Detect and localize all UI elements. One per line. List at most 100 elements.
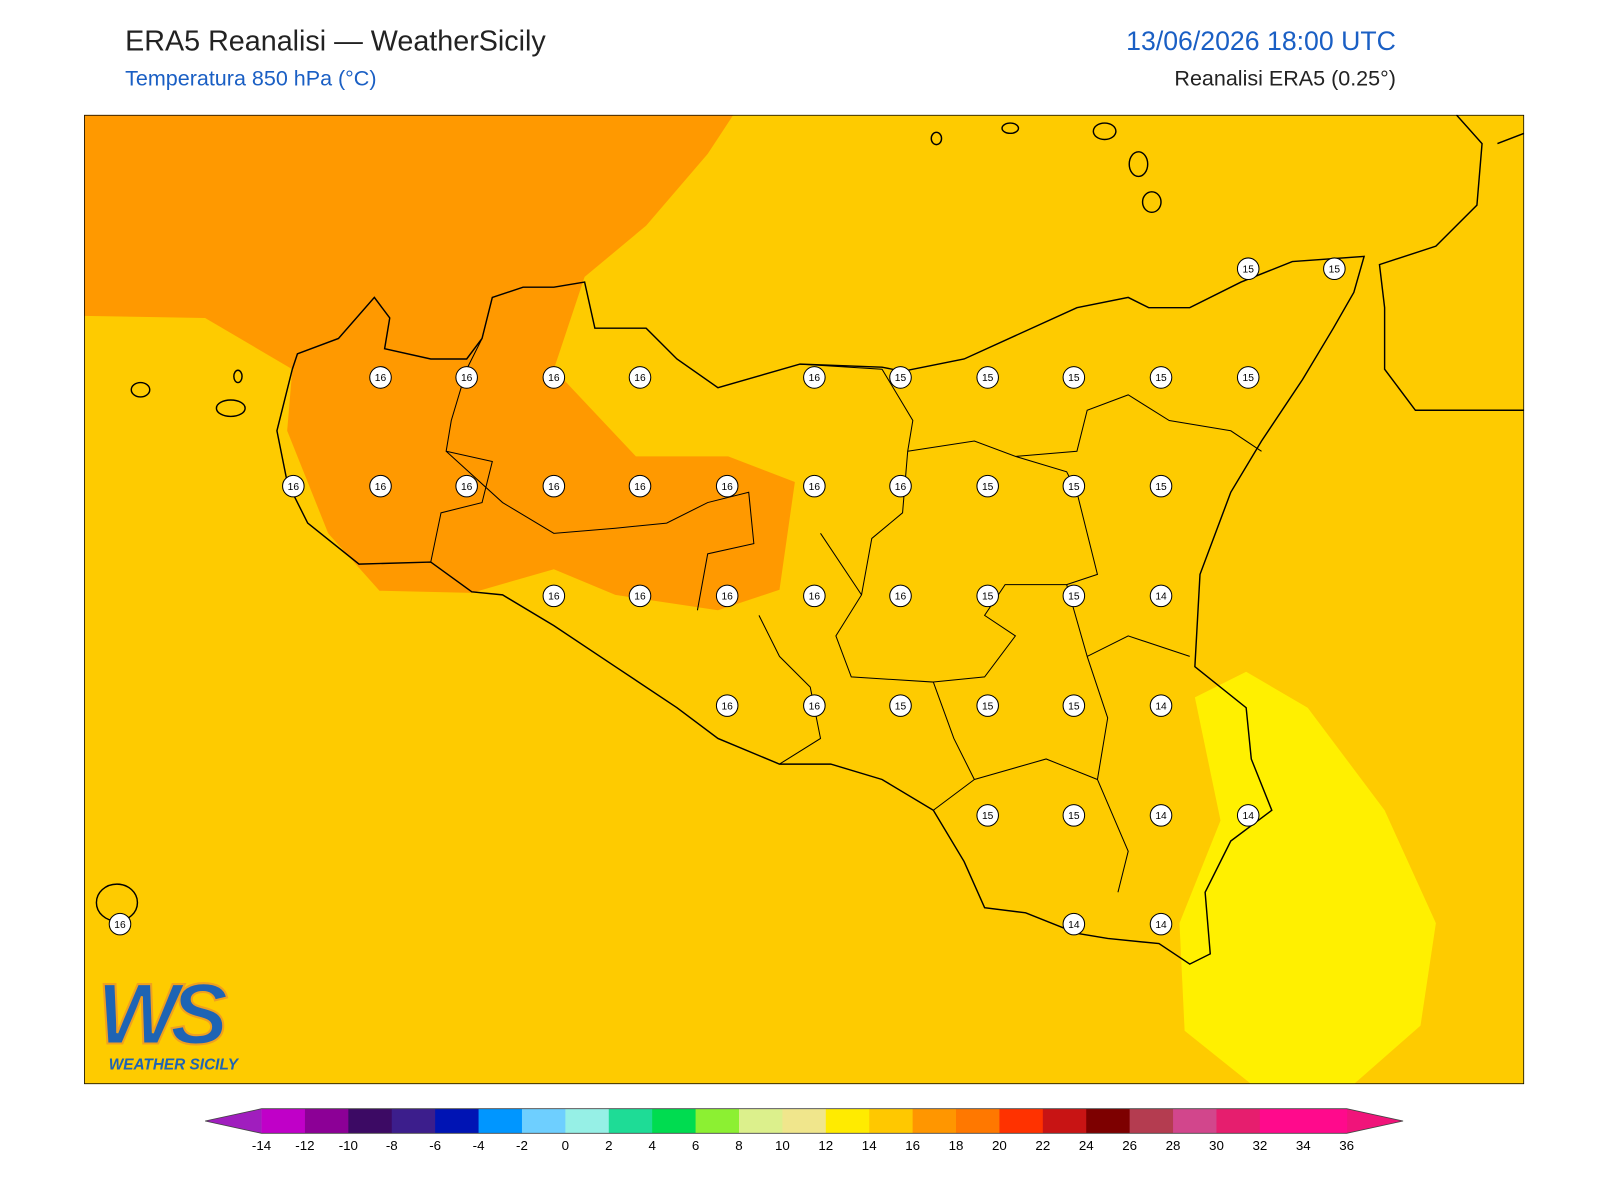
colorbar-bin xyxy=(304,1108,349,1134)
station-marker xyxy=(542,584,566,608)
station-value: 16 xyxy=(895,592,907,603)
station-value: 16 xyxy=(548,592,560,603)
station-marker xyxy=(628,474,652,498)
field-cool xyxy=(1179,671,1436,1085)
station-marker xyxy=(1062,366,1086,389)
station-value: 15 xyxy=(1068,811,1080,822)
station-value: 16 xyxy=(809,592,821,603)
station-marker xyxy=(1323,257,1346,280)
colorbar-bin xyxy=(695,1108,740,1134)
source: Reanalisi ERA5 (0.25°) xyxy=(1174,67,1395,91)
province-borders xyxy=(430,338,1262,893)
station-marker xyxy=(889,694,912,717)
colorbar-under xyxy=(205,1108,262,1134)
colorbar-bin xyxy=(1086,1108,1131,1134)
station-value: 15 xyxy=(1068,482,1080,493)
colorbar-bin xyxy=(521,1108,566,1134)
station-marker xyxy=(715,584,739,608)
station-value: 14 xyxy=(1155,592,1167,603)
station-value: 16 xyxy=(721,482,733,493)
station-marker xyxy=(542,366,566,389)
station-value: 14 xyxy=(1155,811,1167,822)
station-value: 14 xyxy=(1068,920,1080,931)
colorbar-tick-label: 24 xyxy=(1079,1138,1094,1153)
station-marker xyxy=(369,474,392,498)
colorbar-tick-label: -2 xyxy=(516,1138,528,1153)
colorbar-bin xyxy=(348,1108,393,1134)
station-marker xyxy=(1062,584,1086,608)
station-value: 16 xyxy=(548,373,560,384)
colorbar-tick-label: 8 xyxy=(735,1138,742,1153)
station-marker xyxy=(715,474,739,498)
station-marker xyxy=(628,366,652,389)
colorbar-tick-label: 34 xyxy=(1296,1138,1311,1153)
colorbar-bin xyxy=(825,1108,870,1134)
station-value: 16 xyxy=(288,482,300,493)
station-value: 16 xyxy=(114,920,126,931)
field-warm xyxy=(84,114,795,611)
station-value: 14 xyxy=(1155,701,1167,712)
station-marker xyxy=(976,366,999,389)
colorbar-tick-label: 32 xyxy=(1252,1138,1267,1153)
station-value: 16 xyxy=(634,592,646,603)
station-marker xyxy=(628,584,652,608)
colorbar-tick-label: 10 xyxy=(775,1138,790,1153)
station-value: 15 xyxy=(1068,701,1080,712)
station-value: 15 xyxy=(982,482,994,493)
colorbar-bin xyxy=(391,1108,436,1134)
station-marker xyxy=(1236,804,1260,827)
station-marker xyxy=(976,474,999,498)
station-value: 16 xyxy=(721,592,733,603)
colorbar-bin xyxy=(478,1108,523,1134)
station-marker xyxy=(976,584,999,608)
station-marker xyxy=(976,804,999,827)
station-value: 15 xyxy=(1329,264,1341,275)
colorbar-bin xyxy=(608,1108,653,1134)
station-marker xyxy=(1236,366,1260,389)
station-marker xyxy=(369,366,392,389)
station-marker xyxy=(455,366,478,389)
colorbar-over xyxy=(1346,1108,1404,1134)
station-value: 16 xyxy=(721,701,733,712)
station-marker xyxy=(108,912,132,936)
colorbar-bin xyxy=(435,1108,480,1134)
station-marker xyxy=(889,584,912,608)
station-marker xyxy=(1149,912,1173,936)
station-value: 16 xyxy=(375,373,387,384)
station-marker xyxy=(1149,804,1173,827)
coastline-sicily xyxy=(276,255,1366,965)
station-value: 16 xyxy=(375,482,387,493)
colorbar-tick-label: 30 xyxy=(1209,1138,1224,1153)
island xyxy=(233,369,243,384)
island xyxy=(1141,191,1162,214)
colorbar-tick-label: -14 xyxy=(252,1138,272,1153)
colorbar-tick-label: 36 xyxy=(1339,1138,1354,1153)
station-value: 16 xyxy=(809,701,821,712)
colorbar-bin xyxy=(912,1108,957,1134)
station-value: 15 xyxy=(1243,264,1255,275)
station-value: 15 xyxy=(895,701,907,712)
station-value: 16 xyxy=(461,482,473,493)
colorbar-bin xyxy=(1259,1108,1304,1134)
station-value: 15 xyxy=(1068,592,1080,603)
station-marker xyxy=(1062,912,1086,936)
logo: WS WEATHER SICILY xyxy=(96,965,239,1073)
date: 13/06/2026 18:00 UTC xyxy=(1126,26,1396,56)
coastline-calabria xyxy=(1378,114,1525,411)
station-marker xyxy=(715,694,739,717)
colorbar-bin xyxy=(261,1108,306,1134)
colorbar-tick-label: 20 xyxy=(992,1138,1007,1153)
colorbar-tick-label: 26 xyxy=(1122,1138,1137,1153)
island xyxy=(1128,151,1149,178)
station-value: 16 xyxy=(809,482,821,493)
map: 15 15 16 16 16 16 16 15 15 15 15 15 16 16 16 16 16 16 16 16… xyxy=(84,114,1525,1085)
station-value: 15 xyxy=(895,373,907,384)
colorbar-tick-label: 22 xyxy=(1035,1138,1050,1153)
station-value: 15 xyxy=(1243,373,1255,384)
station-value: 16 xyxy=(461,373,473,384)
colorbar-tick-label: 4 xyxy=(648,1138,656,1153)
station-marker xyxy=(803,584,826,608)
colorbar-bin xyxy=(782,1108,827,1134)
colorbar: -14 -12 -10 -8 -6 -4 -2 0 2 4 6 8 10 12 14 16 18 20 22 24 26… xyxy=(205,1108,1404,1153)
colorbar-tick-label: -4 xyxy=(473,1138,485,1153)
